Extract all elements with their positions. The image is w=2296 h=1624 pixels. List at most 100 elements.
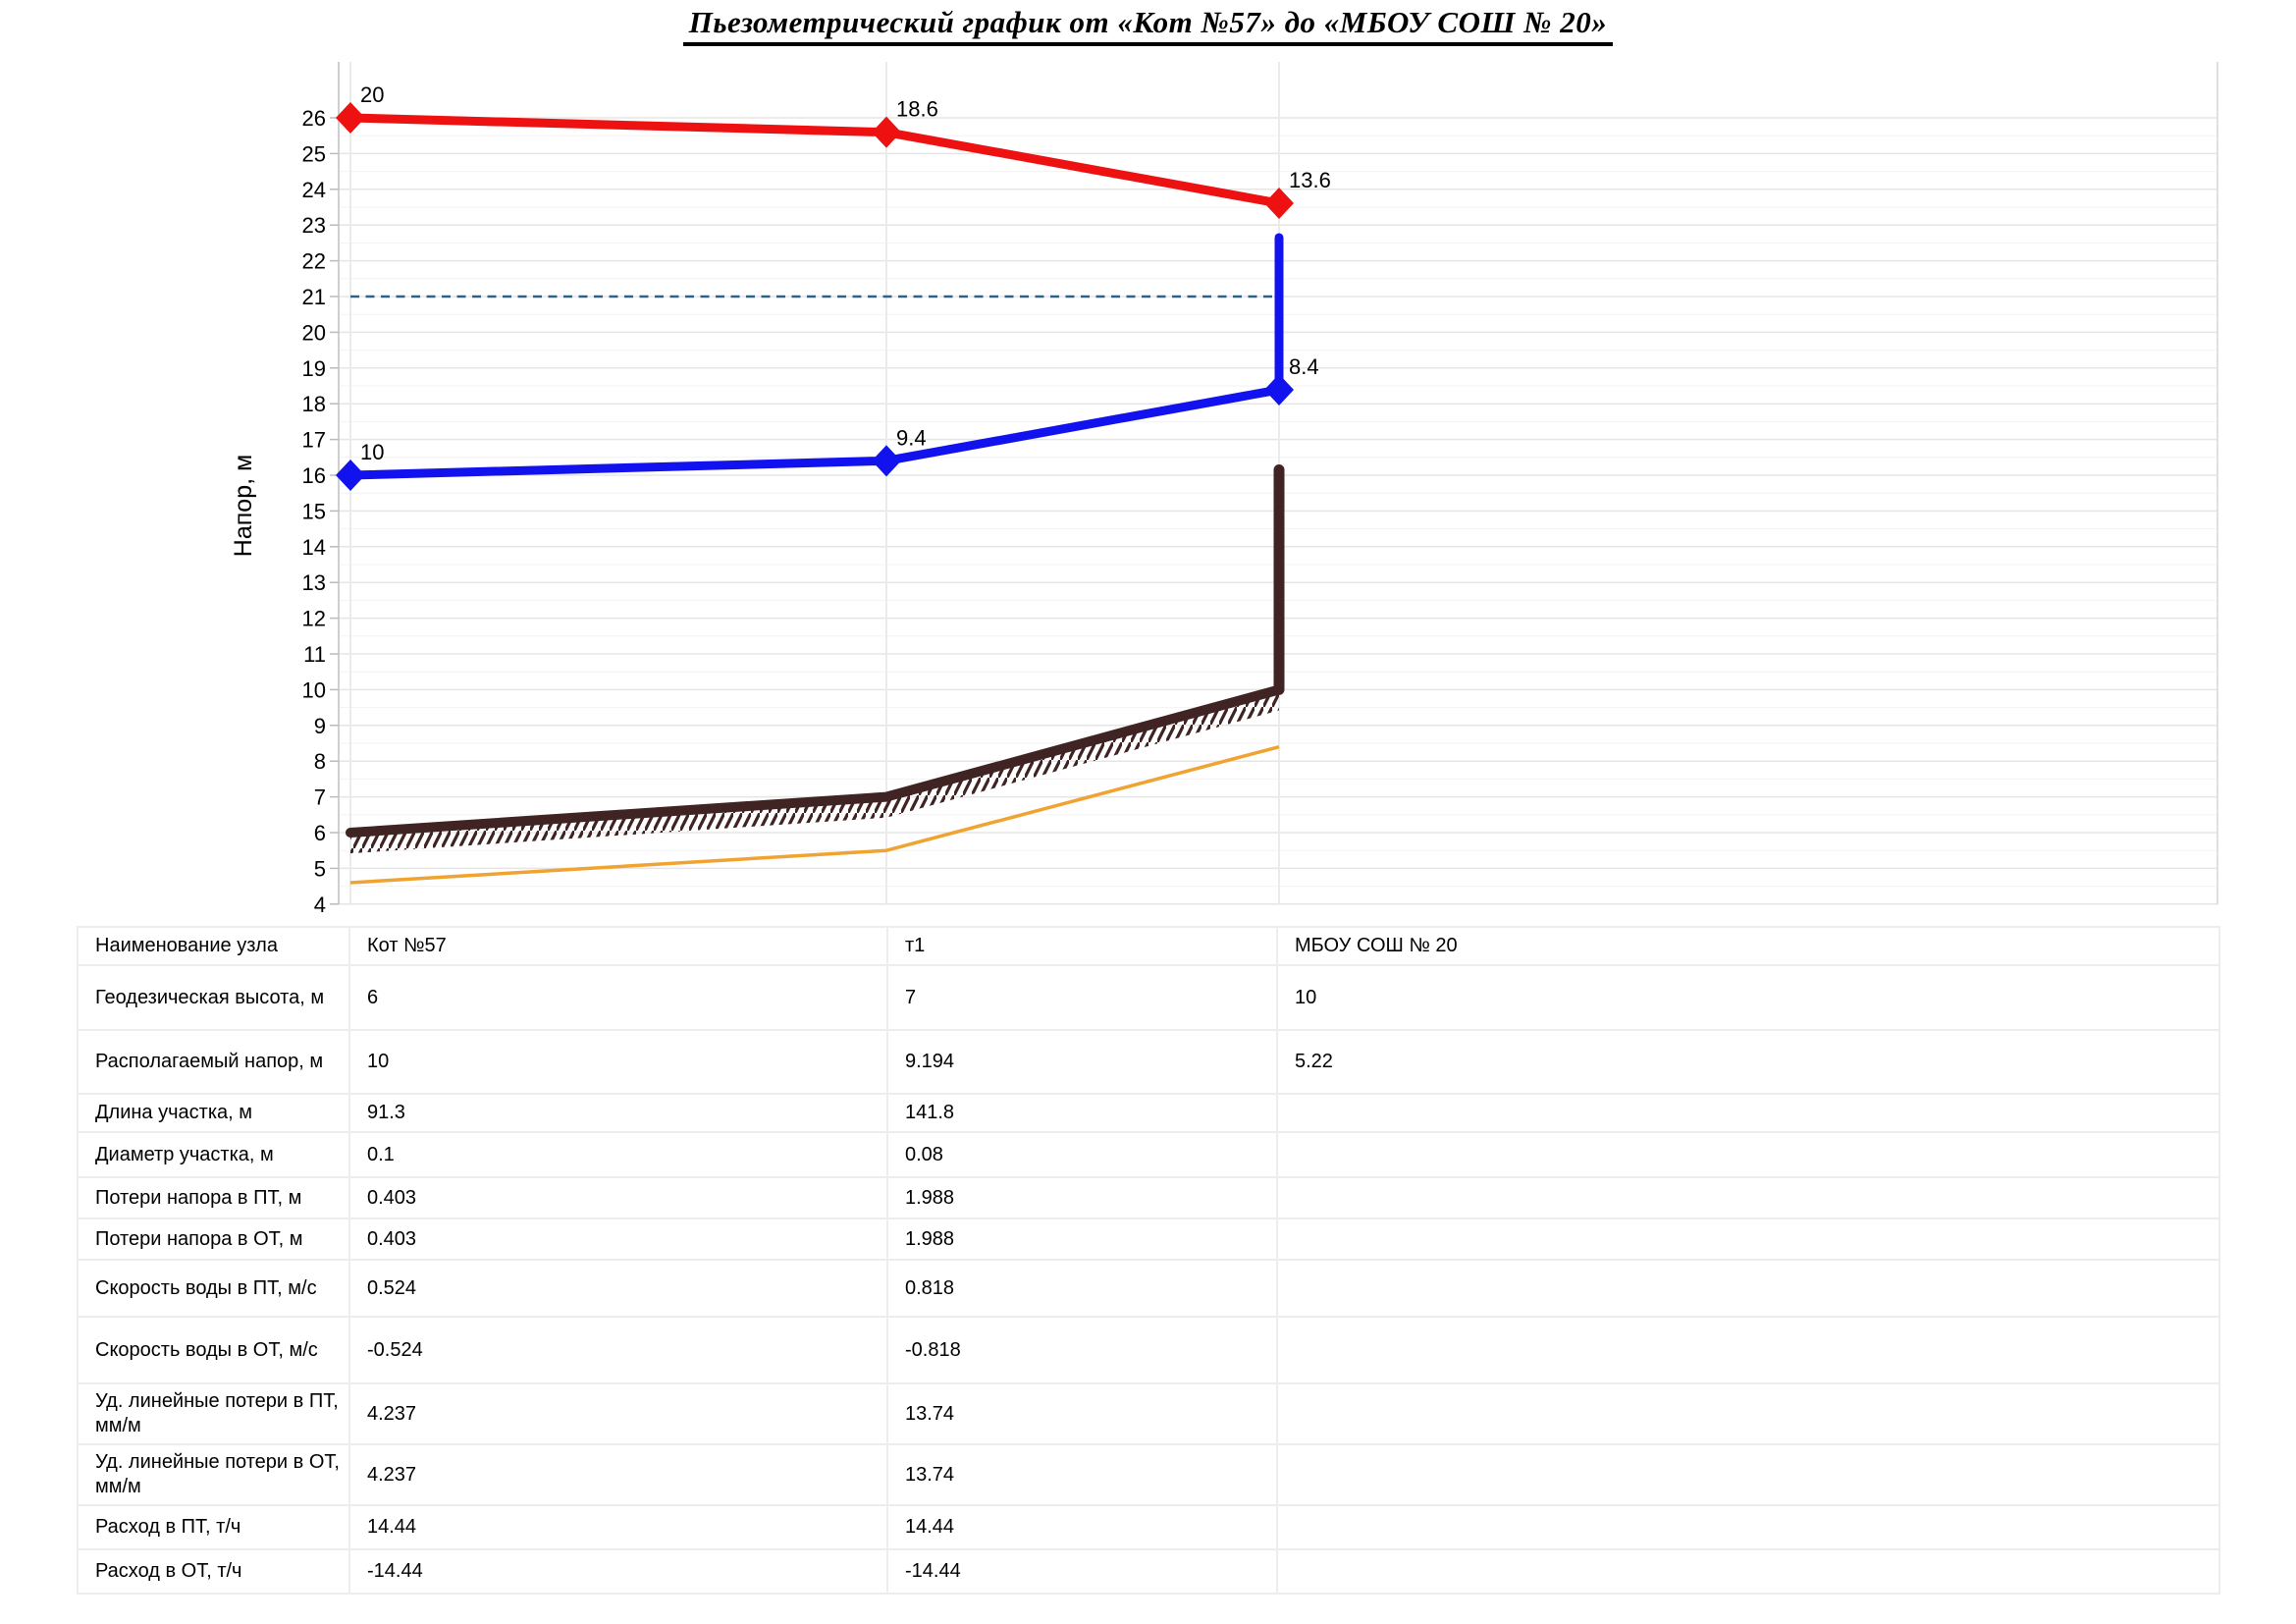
- row-label: Скорость воды в ОТ, м/с: [77, 1316, 350, 1384]
- table-row: Расход в ОТ, т/ч -14.44 -14.44: [77, 1548, 2220, 1595]
- table-row: Диаметр участка, м 0.1 0.08: [77, 1131, 2220, 1178]
- value-cell-node-3: [1276, 1316, 2220, 1384]
- value-cell-node-2: 1.988: [886, 1176, 1278, 1219]
- value-cell-node-1: 4.237: [348, 1443, 888, 1506]
- value-cell-node-2: 1.988: [886, 1218, 1278, 1261]
- value-cell-node-2: 14.44: [886, 1504, 1278, 1550]
- table-row: Наименование узла Кот №57 т1 МБОУ СОШ № 20: [77, 926, 2220, 966]
- row-label: Длина участка, м: [77, 1093, 350, 1133]
- value-cell-node-1: -0.524: [348, 1316, 888, 1384]
- table-row: Потери напора в ПТ, м 0.403 1.988: [77, 1176, 2220, 1219]
- value-cell-node-2: 9.194: [886, 1029, 1278, 1095]
- value-cell-node-3: 10: [1276, 964, 2220, 1031]
- table-row: Уд. линейные потери в ПТ, мм/м 4.237 13.74: [77, 1382, 2220, 1445]
- y-tick-label: 7: [314, 785, 326, 810]
- ground-line: [346, 684, 1284, 838]
- row-label: Расход в ОТ, т/ч: [77, 1548, 350, 1595]
- ground-hatch-band: [350, 689, 1279, 854]
- return-point-label: 9.4: [896, 425, 927, 450]
- table-row: Скорость воды в ОТ, м/с -0.524 -0.818: [77, 1316, 2220, 1384]
- value-cell-node-2: -14.44: [886, 1548, 1278, 1595]
- value-cell-node-1: 91.3: [348, 1093, 888, 1133]
- value-cell-node-1: 0.1: [348, 1131, 888, 1178]
- table-row: Скорость воды в ПТ, м/с 0.524 0.818: [77, 1259, 2220, 1318]
- supply-head-line: [346, 113, 1284, 208]
- value-cell-node-1: 4.237: [348, 1382, 888, 1445]
- page-title: Пьезометрический график от «Кот №57» до …: [0, 5, 2296, 46]
- y-tick-label: 22: [302, 249, 326, 274]
- value-cell-node-1: 6: [348, 964, 888, 1031]
- value-cell-node-1: 0.403: [348, 1218, 888, 1261]
- row-label: Геодезическая высота, м: [77, 964, 350, 1031]
- y-axis-title: Напор, м: [230, 455, 257, 557]
- value-cell-node-1: -14.44: [348, 1548, 888, 1595]
- value-cell-node-1: 0.524: [348, 1259, 888, 1318]
- y-tick-label: 19: [302, 356, 326, 381]
- value-cell-node-2: т1: [886, 926, 1278, 966]
- supply-point-label: 20: [360, 82, 384, 107]
- y-tick-label: 4: [314, 893, 326, 917]
- y-tick-label: 15: [302, 499, 326, 523]
- value-cell-node-2: 141.8: [886, 1093, 1278, 1133]
- value-cell-node-2: -0.818: [886, 1316, 1278, 1384]
- value-cell-node-2: 7: [886, 964, 1278, 1031]
- y-tick-label: 13: [302, 570, 326, 595]
- y-tick-label: 23: [302, 213, 326, 238]
- y-tick-label: 14: [302, 535, 326, 560]
- supply-point-label: 18.6: [896, 97, 938, 122]
- value-cell-node-2: 13.74: [886, 1443, 1278, 1506]
- y-tick-label: 25: [302, 141, 326, 166]
- table-row: Уд. линейные потери в ОТ, мм/м 4.237 13.74: [77, 1443, 2220, 1506]
- value-cell-node-1: 10: [348, 1029, 888, 1095]
- y-tick-label: 24: [302, 178, 326, 202]
- row-label: Уд. линейные потери в ПТ, мм/м: [77, 1382, 350, 1445]
- y-tick-label: 21: [302, 285, 326, 309]
- piezometric-chart: 4 5 6 7 8 9 10 11 12 13 14 15 16 17 18 19 20 21 22 23 24 25 26…: [230, 62, 2218, 917]
- table-row: Длина участка, м 91.3 141.8: [77, 1093, 2220, 1133]
- return-point-marker: [1264, 373, 1294, 406]
- return-point-marker: [872, 445, 901, 477]
- row-label: Расход в ПТ, т/ч: [77, 1504, 350, 1550]
- row-label: Диаметр участка, м: [77, 1131, 350, 1178]
- value-cell-node-2: 0.818: [886, 1259, 1278, 1318]
- y-tick-label: 10: [302, 677, 326, 702]
- value-cell-node-2: 13.74: [886, 1382, 1278, 1445]
- y-tick-label: 16: [302, 463, 326, 488]
- value-cell-node-1: 0.403: [348, 1176, 888, 1219]
- row-label: Потери напора в ОТ, м: [77, 1218, 350, 1261]
- y-tick-label: 20: [302, 320, 326, 345]
- row-label: Скорость воды в ПТ, м/с: [77, 1259, 350, 1318]
- supply-point-marker: [872, 116, 901, 148]
- table-row: Потери напора в ОТ, м 0.403 1.988: [77, 1218, 2220, 1261]
- supply-point-marker: [1264, 188, 1294, 220]
- supply-point-marker: [336, 102, 365, 134]
- return-point-label: 10: [360, 440, 384, 464]
- value-cell-node-3: [1276, 1382, 2220, 1445]
- row-label: Наименование узла: [77, 926, 350, 966]
- value-cell-node-3: [1276, 1093, 2220, 1133]
- value-cell-node-2: 0.08: [886, 1131, 1278, 1178]
- row-label: Потери напора в ПТ, м: [77, 1176, 350, 1219]
- value-cell-node-3: [1276, 1443, 2220, 1506]
- parameters-table: Наименование узла Кот №57 т1 МБОУ СОШ № 20 Г…: [77, 926, 2220, 1595]
- value-cell-node-3: [1276, 1176, 2220, 1219]
- table-row: Расход в ПТ, т/ч 14.44 14.44: [77, 1504, 2220, 1550]
- table-row: Располагаемый напор, м 10 9.194 5.22: [77, 1029, 2220, 1095]
- y-tick-label: 26: [302, 106, 326, 131]
- page-title-text: Пьезометрический график от «Кот №57» до …: [682, 5, 1614, 46]
- y-tick-label: 8: [314, 749, 326, 774]
- row-label: Располагаемый напор, м: [77, 1029, 350, 1095]
- row-label: Уд. линейные потери в ОТ, мм/м: [77, 1443, 350, 1506]
- return-head-line: [346, 385, 1284, 480]
- return-point-label: 8.4: [1289, 354, 1319, 379]
- y-tick-label: 12: [302, 607, 326, 631]
- value-cell-node-3: [1276, 1504, 2220, 1550]
- y-tick-label: 9: [314, 714, 326, 738]
- pipe-axis-line: [349, 744, 1280, 885]
- y-tick-label: 17: [302, 428, 326, 453]
- table-row: Геодезическая высота, м 6 7 10: [77, 964, 2220, 1031]
- value-cell-node-3: [1276, 1131, 2220, 1178]
- value-cell-node-1: 14.44: [348, 1504, 888, 1550]
- y-tick-label: 6: [314, 821, 326, 845]
